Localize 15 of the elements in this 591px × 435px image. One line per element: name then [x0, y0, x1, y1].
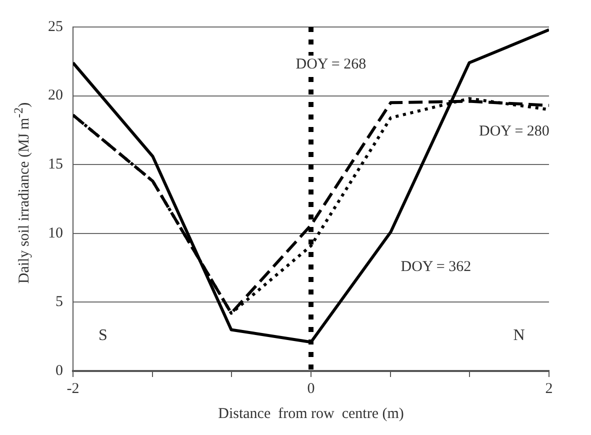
text: DOY = 268	[296, 56, 366, 73]
x-tick-label: 2	[545, 380, 553, 397]
y-tick-label: 5	[56, 294, 63, 310]
series-label: DOY = 362	[400, 258, 472, 275]
y-tick-label: 0	[56, 362, 63, 379]
y-tick-label: 20	[48, 88, 63, 104]
x-tick-label: 0	[307, 380, 315, 397]
y-tick-label: 10	[48, 225, 63, 242]
series-label: DOY = 280	[479, 123, 550, 140]
annotation: S	[98, 327, 108, 344]
y-tick-label: 25	[48, 18, 63, 35]
x-tick-label: -2	[66, 380, 80, 397]
y-tick-label: 15	[48, 156, 63, 173]
annotation: N	[513, 327, 526, 344]
x-axis-title: Distance from row centre (m)	[218, 406, 404, 422]
